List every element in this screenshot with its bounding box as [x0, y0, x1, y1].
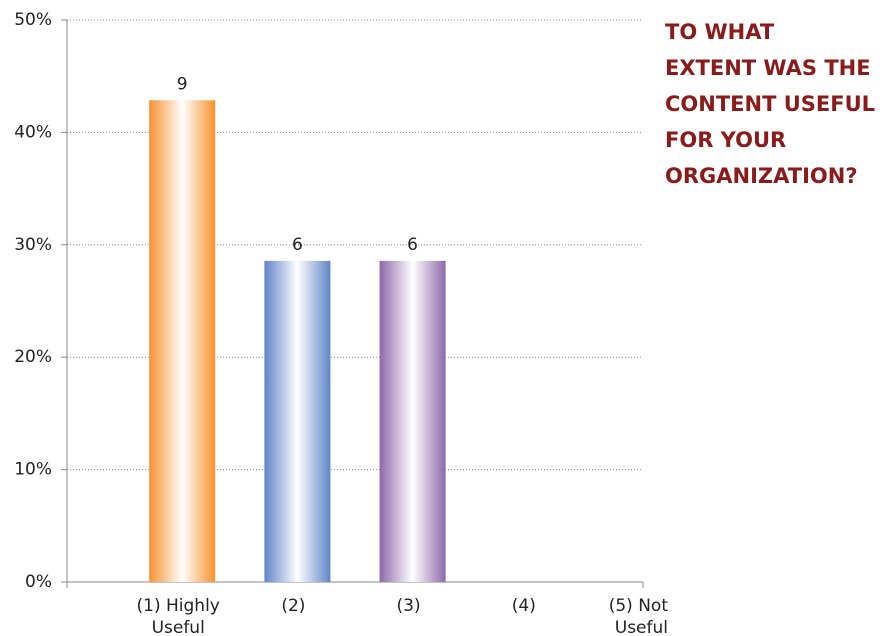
y-tick-label: 30%	[14, 235, 52, 255]
x-tick-label: (3)	[397, 596, 421, 616]
chart-title: TO WHAT EXTENT WAS THE CONTENT USEFUL FOR Y…	[665, 14, 875, 194]
x-tick-label: (1) Highly Useful	[137, 596, 220, 636]
title-line: EXTENT WAS THE	[665, 56, 871, 80]
x-tick-label: (2)	[281, 596, 305, 616]
title-line: CONTENT USEFUL	[665, 92, 876, 116]
y-tick-label: 50%	[14, 10, 52, 30]
x-tick-label-line: Useful	[615, 618, 668, 636]
x-tick-label-line: (2)	[281, 596, 305, 616]
bar	[379, 260, 446, 582]
title-line: TO WHAT	[665, 20, 775, 44]
y-tick-label: 0%	[25, 572, 52, 592]
data-label: 9	[177, 74, 188, 94]
x-tick-label-line: Useful	[152, 618, 205, 636]
bar	[264, 260, 331, 582]
x-tick-label-line: (1) Highly	[137, 596, 220, 616]
y-tick-label: 20%	[14, 347, 52, 367]
data-label: 6	[292, 235, 303, 255]
x-tick-label: (5) Not Useful	[609, 596, 669, 636]
x-tick-label-line: (4)	[512, 596, 536, 616]
title-line: FOR YOUR	[665, 128, 787, 152]
title-line: ORGANIZATION?	[665, 164, 858, 188]
y-tick-label: 10%	[14, 460, 52, 480]
x-tick-label: (4)	[512, 596, 536, 616]
x-tick-label-line: (5) Not	[609, 596, 669, 616]
data-label: 6	[407, 235, 418, 255]
x-tick-label-line: (3)	[397, 596, 421, 616]
bar	[149, 100, 216, 582]
y-tick-label: 40%	[14, 122, 52, 142]
